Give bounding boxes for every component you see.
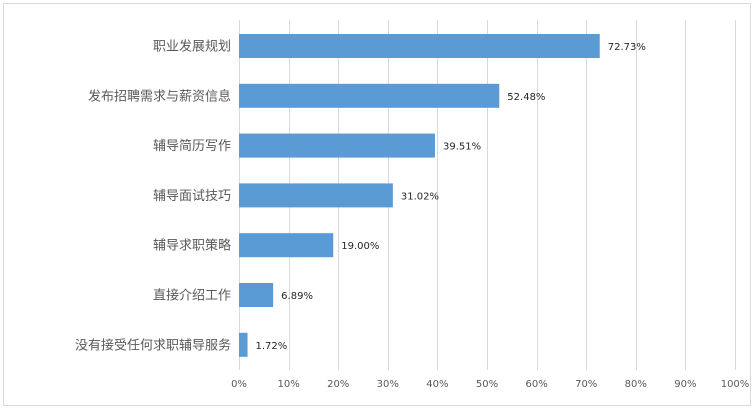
- data-label-4: 19.00%: [341, 241, 379, 252]
- x-tick-labels: 0% 10% 20% 30% 40% 50% 60% 70% 80% 90% 100%: [231, 379, 749, 390]
- tick-label-0: 0%: [231, 379, 247, 390]
- tick-label-40: 40%: [426, 379, 448, 390]
- bar-3: [239, 183, 393, 208]
- category-label-2: 辅导简历写作: [153, 138, 231, 154]
- data-label-5: 6.89%: [281, 291, 313, 302]
- data-label-0: 72.73%: [608, 42, 646, 53]
- data-label-6: 1.72%: [256, 341, 288, 352]
- data-labels: 72.73% 52.48% 39.51% 31.02% 19.00% 6.89% 1.72%: [256, 42, 646, 352]
- tick-label-70: 70%: [575, 379, 597, 390]
- tick-label-20: 20%: [327, 379, 349, 390]
- category-label-3: 辅导面试技巧: [153, 189, 231, 204]
- tick-label-100: 100%: [721, 379, 750, 390]
- bar-1: [239, 83, 500, 108]
- tick-label-30: 30%: [377, 379, 399, 390]
- gridlines: [239, 20, 736, 370]
- category-label-5: 直接介绍工作: [153, 288, 231, 304]
- bar-2: [239, 133, 435, 158]
- category-labels: 职业发展规划发布招聘需求与薪资信息辅导简历写作辅导面试技巧辅导求职策略直接介绍工…: [75, 39, 231, 354]
- category-label-4: 辅导求职策略: [153, 238, 231, 254]
- tick-label-10: 10%: [277, 379, 299, 390]
- bar-6: [239, 332, 248, 357]
- category-label-6: 没有接受任何求职辅导服务: [75, 337, 231, 353]
- bar-4: [239, 233, 334, 258]
- tick-label-90: 90%: [674, 379, 696, 390]
- category-label-1: 发布招聘需求与薪资信息: [88, 88, 231, 104]
- tick-label-80: 80%: [625, 379, 647, 390]
- tick-label-50: 50%: [476, 379, 498, 390]
- category-label-0: 职业发展规划: [153, 39, 231, 55]
- bar-5: [239, 283, 274, 307]
- bars: [239, 34, 600, 357]
- data-label-1: 52.48%: [507, 92, 545, 103]
- data-label-2: 39.51%: [443, 142, 481, 153]
- bar-0: [239, 34, 600, 58]
- data-label-3: 31.02%: [401, 191, 439, 202]
- tick-label-60: 60%: [525, 379, 547, 390]
